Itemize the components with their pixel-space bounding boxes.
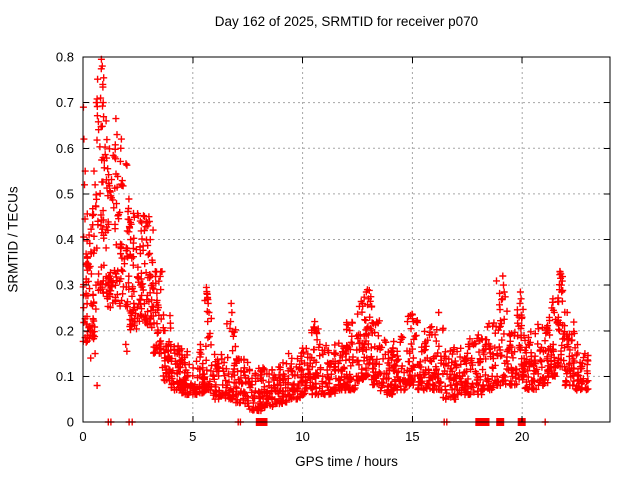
chart-title: Day 162 of 2025, SRMTID for receiver p07… <box>214 14 479 29</box>
x-tick-label: 15 <box>405 429 419 444</box>
y-tick-label: 0.3 <box>56 278 74 293</box>
scatter-points <box>79 55 592 415</box>
y-tick-label: 0 <box>67 415 74 430</box>
y-tick-label: 0.1 <box>56 369 74 384</box>
y-tick-label: 0.5 <box>56 186 74 201</box>
x-tick-label: 10 <box>295 429 309 444</box>
y-tick-label: 0.6 <box>56 141 74 156</box>
plot-border <box>82 56 611 423</box>
x-tick-label: 20 <box>515 429 529 444</box>
y-tick-label: 0.7 <box>56 95 74 110</box>
y-tick-label: 0.4 <box>56 232 74 247</box>
x-tick-label: 5 <box>189 429 196 444</box>
x-axis-label: GPS time / hours <box>295 454 398 469</box>
y-tick-label: 0.2 <box>56 323 74 338</box>
y-tick-label: 0.8 <box>56 50 74 65</box>
x-tick-label: 0 <box>79 429 86 444</box>
